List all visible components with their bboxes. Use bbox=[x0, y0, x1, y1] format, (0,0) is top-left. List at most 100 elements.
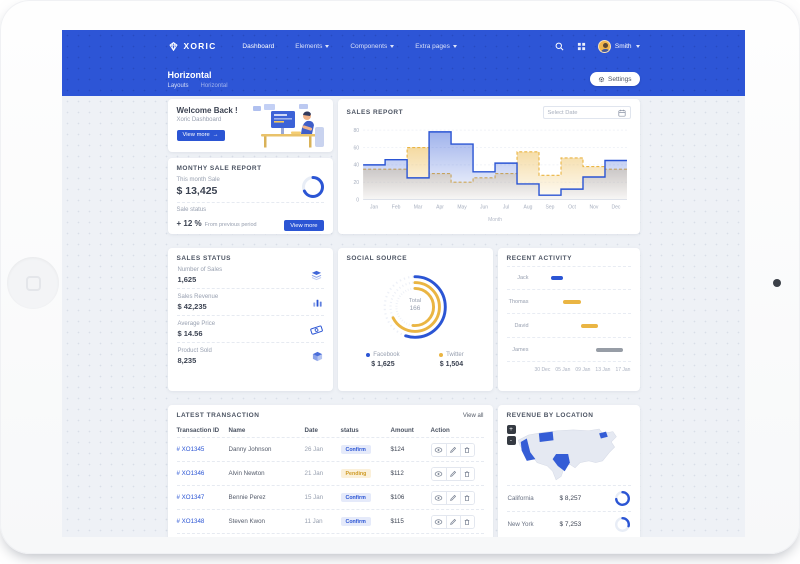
eye-action-button[interactable] bbox=[431, 467, 446, 480]
transactions-column-header: Transaction ID bbox=[176, 427, 220, 434]
chevron-down-icon bbox=[635, 44, 640, 48]
table-row: # XO1346 Alvin Newton 21 Jan Pending $112 bbox=[176, 461, 484, 485]
activity-track bbox=[535, 299, 631, 304]
activity-bar[interactable] bbox=[550, 276, 564, 280]
social-source-radial-chart bbox=[367, 264, 463, 350]
status-item-label: Sales Revenue bbox=[177, 293, 219, 300]
transaction-actions bbox=[430, 514, 484, 529]
eye-action-button[interactable] bbox=[431, 443, 446, 456]
layers-icon bbox=[310, 270, 323, 281]
status-item-label: Average Price bbox=[177, 320, 216, 327]
activity-person-name: Thomas bbox=[508, 298, 529, 305]
social-source-legend: Facebook $ 1,625 Twitter $ 1,504 bbox=[347, 352, 484, 368]
map-zoom-out-button[interactable]: - bbox=[506, 436, 516, 445]
transaction-id-link[interactable]: # XO1348 bbox=[176, 518, 205, 525]
state-new-york[interactable] bbox=[598, 431, 608, 439]
breadcrumb-item: Horizontal bbox=[200, 82, 228, 89]
pencil-action-button[interactable] bbox=[445, 491, 460, 504]
calendar-icon bbox=[617, 109, 626, 117]
activity-row: David bbox=[506, 314, 631, 338]
search-icon[interactable] bbox=[554, 40, 566, 52]
sales-status-item: Product Sold 8,235 bbox=[176, 342, 324, 369]
sales-report-card: SALES REPORT Select Date 0 20 40 60 80 Jan Feb… bbox=[337, 99, 640, 234]
trash-action-button[interactable] bbox=[459, 467, 474, 480]
transaction-id-link[interactable]: # XO1346 bbox=[176, 470, 205, 477]
sales-report-heading: SALES REPORT bbox=[346, 109, 404, 116]
sales-status-heading: SALES STATUS bbox=[176, 255, 232, 262]
status-item-text: Product Sold 8,235 bbox=[178, 348, 212, 365]
svg-text:Jan: Jan bbox=[370, 205, 378, 211]
welcome-card: Welcome Back ! Xoric Dashboard View more… bbox=[167, 99, 333, 152]
trash-icon bbox=[463, 518, 471, 526]
activity-axis-label: 13 Jan bbox=[595, 367, 611, 373]
welcome-title: Welcome Back ! bbox=[176, 106, 238, 115]
sales-status-item: Number of Sales 1,625 bbox=[177, 262, 324, 288]
chevron-down-icon bbox=[390, 44, 395, 48]
box-icon bbox=[312, 351, 323, 362]
menu-item-components[interactable]: Components bbox=[350, 43, 395, 50]
eye-action-button[interactable] bbox=[431, 491, 446, 504]
welcome-view-more-button[interactable]: View more → bbox=[176, 129, 225, 141]
transaction-actions bbox=[430, 442, 484, 457]
activity-bar[interactable] bbox=[563, 299, 581, 304]
user-menu[interactable]: Smith bbox=[597, 39, 640, 53]
monthly-view-more-button[interactable]: View more bbox=[284, 220, 324, 231]
trash-action-button[interactable] bbox=[459, 443, 474, 456]
state-california[interactable] bbox=[520, 438, 535, 461]
table-row: # XO1349Bryan Roark08 JanCancel$105 bbox=[176, 533, 484, 537]
activity-track bbox=[535, 323, 631, 328]
settings-label: Settings bbox=[608, 75, 632, 83]
trash-action-button[interactable] bbox=[459, 491, 474, 504]
svg-text:40: 40 bbox=[353, 163, 359, 169]
app-logo[interactable]: XORIC bbox=[168, 40, 217, 52]
menu-item-dashboard[interactable]: Dashboard bbox=[242, 43, 274, 50]
left-column: Welcome Back ! Xoric Dashboard View more… bbox=[167, 99, 333, 234]
activity-bar[interactable] bbox=[595, 347, 623, 352]
transactions-table-header: Transaction ID Name Date status Amount Action bbox=[177, 424, 484, 437]
legend-dot-icon bbox=[366, 353, 371, 357]
user-name: Smith bbox=[614, 42, 632, 50]
activity-axis-label: 30 Dec bbox=[534, 367, 551, 373]
select-date-placeholder: Select Date bbox=[547, 109, 578, 116]
transaction-amount: $124 bbox=[390, 446, 405, 453]
eye-action-button[interactable] bbox=[431, 515, 446, 528]
location-name: California bbox=[507, 495, 534, 502]
pencil-action-button[interactable] bbox=[445, 467, 460, 480]
this-month-sale-value: $ 13,425 bbox=[176, 185, 218, 197]
sales-status-item: Sales Revenue $ 42,235 bbox=[176, 288, 324, 315]
transaction-status-cell: Confirm bbox=[340, 445, 391, 454]
map-zoom-in-button[interactable]: + bbox=[506, 425, 516, 434]
page-title: Horizontal bbox=[167, 69, 212, 80]
pencil-action-button[interactable] bbox=[445, 515, 460, 528]
svg-text:20: 20 bbox=[353, 180, 359, 186]
activity-bar[interactable] bbox=[580, 323, 598, 328]
transaction-id-link[interactable]: # XO1345 bbox=[176, 446, 205, 453]
menu-item-extra-pages[interactable]: Extra pages bbox=[415, 43, 457, 50]
settings-button[interactable]: Settings bbox=[590, 72, 640, 86]
pencil-action-button[interactable] bbox=[445, 443, 460, 456]
pencil-icon bbox=[449, 518, 457, 526]
trash-action-button[interactable] bbox=[459, 515, 474, 528]
page-header-row: Horizontal Layouts Horizontal Settings bbox=[168, 62, 640, 96]
status-badge: Confirm bbox=[340, 445, 371, 454]
legend-value: $ 1,504 bbox=[439, 361, 464, 368]
transaction-amount: $115 bbox=[390, 518, 404, 525]
svg-text:Month: Month bbox=[488, 217, 502, 222]
select-date-input[interactable]: Select Date bbox=[542, 106, 631, 119]
tablet-home-button[interactable] bbox=[7, 257, 59, 309]
activity-axis-label: 17 Jan bbox=[615, 367, 631, 373]
view-all-link[interactable]: View all bbox=[462, 412, 484, 419]
menu-item-elements[interactable]: Elements bbox=[295, 43, 330, 50]
state-montana[interactable] bbox=[538, 431, 553, 442]
money-icon bbox=[309, 324, 323, 335]
state-texas[interactable] bbox=[552, 454, 570, 472]
activity-track bbox=[535, 347, 631, 352]
apps-grid-icon[interactable] bbox=[576, 40, 588, 52]
transaction-id-link[interactable]: # XO1347 bbox=[176, 494, 205, 501]
transactions-table: Transaction ID Name Date status Amount Action… bbox=[176, 424, 484, 537]
table-row: # XO1348 Steven Kwon 11 Jan Confirm $115 bbox=[176, 509, 484, 533]
home-button-square bbox=[25, 275, 41, 291]
breadcrumb-item[interactable]: Layouts bbox=[167, 82, 189, 89]
sales-status-item: Average Price $ 14.56 bbox=[176, 315, 324, 342]
